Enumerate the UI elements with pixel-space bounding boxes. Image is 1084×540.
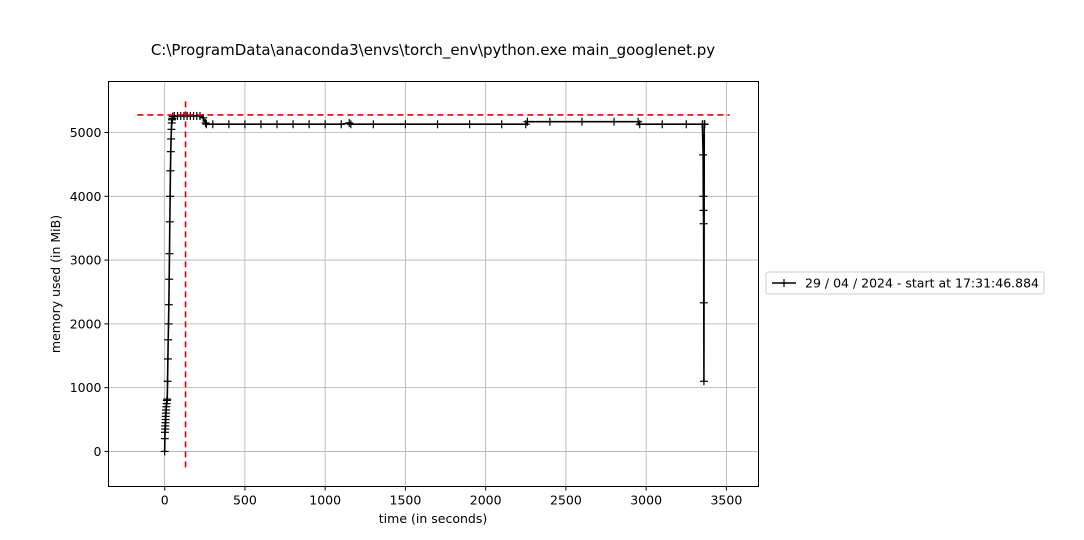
y-tick-label: 3000 [70, 253, 102, 268]
x-tick-label: 1500 [390, 493, 422, 508]
data-point-marker [165, 217, 174, 226]
data-point-marker [167, 134, 176, 143]
series-layer [163, 115, 706, 452]
data-point-marker [610, 117, 619, 126]
legend: 29 / 04 / 2024 - start at 17:31:46.884 [765, 271, 1045, 295]
data-point-marker [497, 120, 506, 129]
data-point-marker [166, 147, 175, 156]
data-point-marker [401, 120, 410, 129]
data-point-marker [165, 275, 174, 284]
data-point-marker [699, 298, 708, 307]
data-point-marker [208, 120, 217, 129]
data-point-marker [160, 447, 169, 456]
data-point-marker [273, 120, 282, 129]
data-point-marker [433, 120, 442, 129]
series-markers [160, 111, 709, 456]
data-point-marker [201, 118, 210, 127]
data-point-marker [699, 219, 708, 228]
series-line [163, 115, 706, 452]
data-point-marker [165, 249, 174, 258]
y-tick-label: 1000 [70, 380, 102, 395]
grid [108, 81, 759, 487]
x-tick-label: 2500 [550, 493, 582, 508]
data-point-marker [700, 120, 709, 129]
data-point-marker [465, 120, 474, 129]
data-point-marker [682, 120, 691, 129]
y-tick-label: 2000 [70, 316, 102, 331]
data-point-marker [164, 335, 173, 344]
y-tick-label: 4000 [70, 189, 102, 204]
y-axis-label: memory used (in MiB) [48, 215, 63, 353]
x-tick-label: 0 [161, 493, 169, 508]
x-tick-label: 2000 [470, 493, 502, 508]
data-point-marker [224, 120, 233, 129]
data-point-marker [337, 120, 346, 129]
data-point-marker [346, 120, 355, 129]
data-point-marker [699, 206, 708, 215]
data-point-marker [545, 117, 554, 126]
data-point-marker [635, 120, 644, 129]
data-point-marker [163, 377, 172, 386]
y-tick-label: 0 [94, 444, 102, 459]
data-point-marker [699, 377, 708, 386]
legend-entry-label: 29 / 04 / 2024 - start at 17:31:46.884 [805, 276, 1039, 291]
x-tick-label: 1000 [309, 493, 341, 508]
data-point-marker [699, 150, 708, 159]
data-point-marker [240, 120, 249, 129]
data-point-marker [163, 395, 172, 404]
data-point-marker [699, 192, 708, 201]
data-point-marker [256, 120, 265, 129]
x-tick-label: 3500 [710, 493, 742, 508]
data-point-marker [577, 117, 586, 126]
reference-lines [137, 98, 730, 468]
data-point-marker [289, 120, 298, 129]
data-point-marker [369, 120, 378, 129]
plot-area-frame [108, 81, 759, 487]
legend-frame [765, 271, 1045, 295]
data-point-marker [523, 117, 532, 126]
axis-ticks: 0 500 1000 1500 2000 2500 3000 3500 0 1000 2000 300… [70, 125, 743, 507]
data-point-marker [164, 319, 173, 328]
chart-title: C:\ProgramData\anaconda3\envs\torch_env\… [151, 41, 715, 60]
data-point-marker [305, 120, 314, 129]
data-point-marker [163, 354, 172, 363]
y-tick-label: 5000 [70, 125, 102, 140]
data-point-marker [166, 192, 175, 201]
data-point-marker [658, 120, 667, 129]
data-point-marker [168, 112, 177, 121]
x-tick-label: 500 [233, 493, 257, 508]
data-point-marker [345, 118, 354, 127]
x-tick-label: 3000 [630, 493, 662, 508]
data-point-marker [321, 120, 330, 129]
data-point-marker [164, 300, 173, 309]
data-point-marker [166, 166, 175, 175]
x-axis-label: time (in seconds) [379, 511, 487, 526]
